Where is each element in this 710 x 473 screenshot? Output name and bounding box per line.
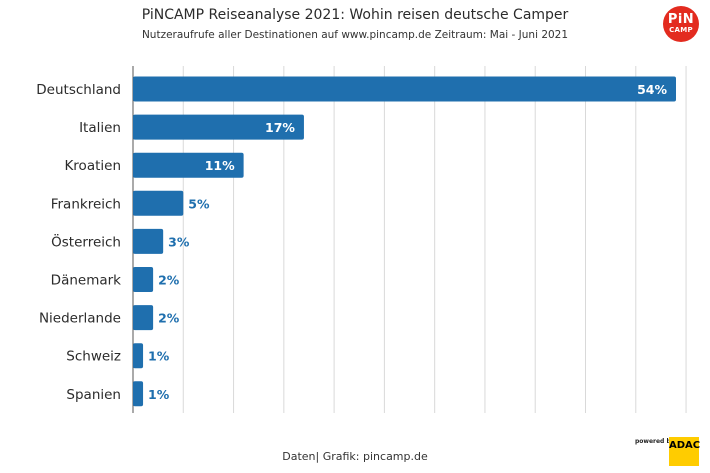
bar [133,305,153,330]
bar [133,343,143,368]
bars [133,77,676,407]
adac-badge: powered by ADAC [635,437,701,467]
category-label: Italien [79,120,121,136]
category-label: Dänemark [51,273,122,289]
bar [133,381,143,406]
bar [133,191,183,216]
category-label: Niederlande [39,311,121,327]
category-label: Deutschland [36,82,121,98]
bar [133,267,153,292]
value-label: 11% [205,158,235,173]
value-label: 2% [158,273,180,288]
bar [133,77,676,102]
source-note: Daten| Grafik: pincamp.de [0,450,710,463]
bar [133,229,163,254]
adac-logo: ADAC [669,437,699,466]
category-label: Kroatien [64,158,121,174]
value-label: 5% [188,196,210,211]
labels: Deutschland 54% Italien 17% Kroatien 11% Frank… [36,82,667,403]
value-label: 17% [265,120,295,135]
value-label: 54% [637,82,667,97]
value-label: 1% [148,387,170,402]
category-label: Spanien [66,387,121,403]
category-label: Schweiz [66,349,121,365]
category-label: Frankreich [51,196,121,212]
value-label: 1% [148,349,170,364]
value-label: 3% [168,234,190,249]
category-label: Österreich [51,232,121,250]
value-label: 2% [158,311,180,326]
